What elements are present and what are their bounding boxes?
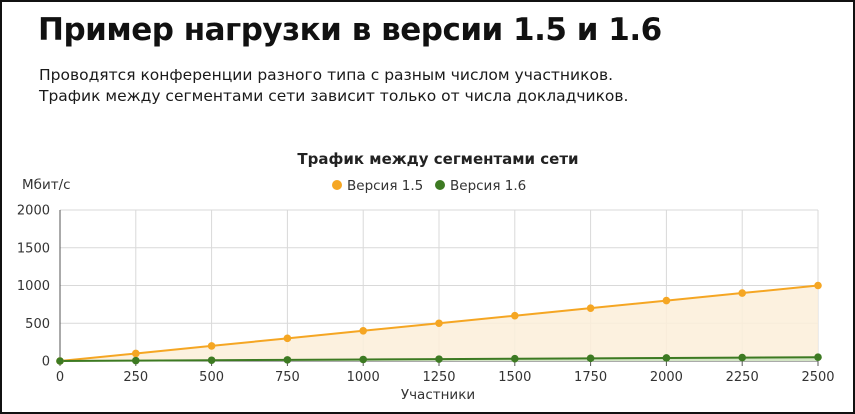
data-point-series-1 <box>132 349 140 358</box>
x-tick-label: 2500 <box>801 370 834 385</box>
x-tick-label: 2000 <box>650 370 683 385</box>
x-tick-label: 0 <box>56 370 64 385</box>
x-tick-label: 1250 <box>422 370 455 385</box>
data-point-series-1 <box>435 319 443 328</box>
data-point-series-2 <box>586 354 595 363</box>
description-line: Проводятся конференции разного типа с ра… <box>39 66 614 84</box>
legend-label-v16: Версия 1.6 <box>450 178 526 194</box>
description-line: Трафик между сегментами сети зависит тол… <box>39 87 629 105</box>
data-point-series-2 <box>56 357 64 365</box>
chart-points <box>56 281 822 365</box>
data-point-series-2 <box>738 353 746 362</box>
x-tick-label: 250 <box>123 370 148 385</box>
y-tick-label: 500 <box>25 317 50 332</box>
y-axis-label: Мбит/с <box>22 177 71 193</box>
x-tick-label: 1500 <box>498 370 531 385</box>
chart-ticks: 0 500 1000 1500 2000 0 250 500 750 1000 1250 1500 17… <box>17 204 835 386</box>
slide-description: Проводятся конференции разного типа с ра… <box>39 65 628 107</box>
legend-label-v15: Версия 1.5 <box>347 178 423 194</box>
legend-marker-v15 <box>332 180 342 190</box>
data-point-series-1 <box>511 311 519 320</box>
data-point-series-1 <box>586 304 595 312</box>
x-tick-label: 750 <box>275 370 300 385</box>
data-point-series-2 <box>662 354 671 362</box>
chart-legend: Версия 1.5 Версия 1.6 <box>332 178 526 194</box>
traffic-chart: Трафик между сегментами сети Версия 1.5 … <box>17 150 835 403</box>
chart-title: Трафик между сегментами сети <box>297 150 578 168</box>
x-tick-label: 500 <box>199 370 224 385</box>
x-tick-label: 1000 <box>347 370 380 385</box>
data-point-series-1 <box>662 296 671 305</box>
data-point-series-2 <box>435 355 443 363</box>
data-point-series-1 <box>359 327 368 335</box>
data-point-series-2 <box>359 355 368 364</box>
slide-title: Пример нагрузки в версии 1.5 и 1.6 <box>38 12 662 48</box>
legend-marker-v16 <box>435 180 445 190</box>
y-tick-label: 2000 <box>17 204 50 219</box>
x-axis-label: Участники <box>401 387 475 403</box>
x-tick-label: 2250 <box>726 370 759 385</box>
data-point-series-2 <box>283 356 292 364</box>
data-point-series-2 <box>207 356 216 365</box>
data-point-series-2 <box>511 354 519 363</box>
data-point-series-2 <box>132 356 140 365</box>
data-point-series-2 <box>814 353 822 362</box>
x-tick-label: 1750 <box>574 370 607 385</box>
data-point-series-1 <box>738 289 746 297</box>
y-tick-label: 1000 <box>17 279 50 294</box>
data-point-series-1 <box>283 334 292 343</box>
y-tick-label: 1500 <box>17 241 50 256</box>
data-point-series-1 <box>207 342 216 350</box>
y-tick-label: 0 <box>42 355 50 370</box>
data-point-series-1 <box>814 281 822 290</box>
